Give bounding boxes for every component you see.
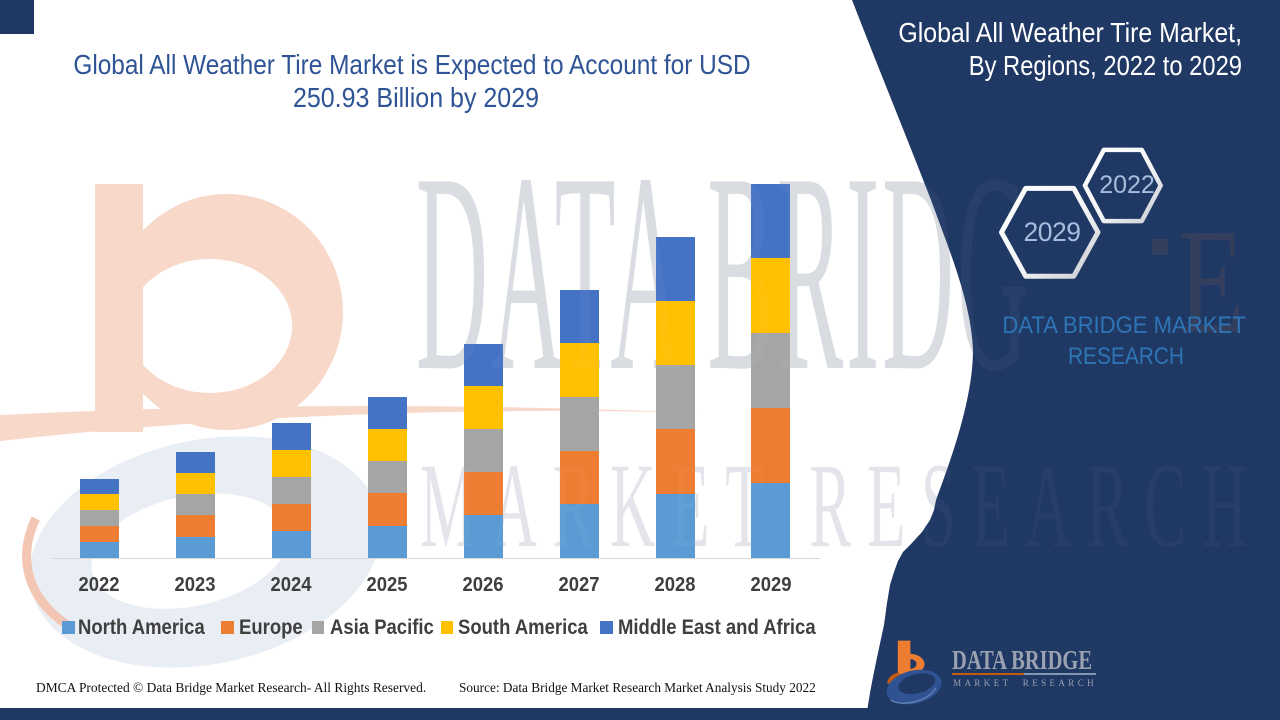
svg-text:DATA BRIDG: DATA BRIDG [416,116,1032,431]
svg-text:E: E [1178,199,1244,365]
svg-text:MARKET RESEARCH: MARKET RESEARCH [420,438,1263,572]
